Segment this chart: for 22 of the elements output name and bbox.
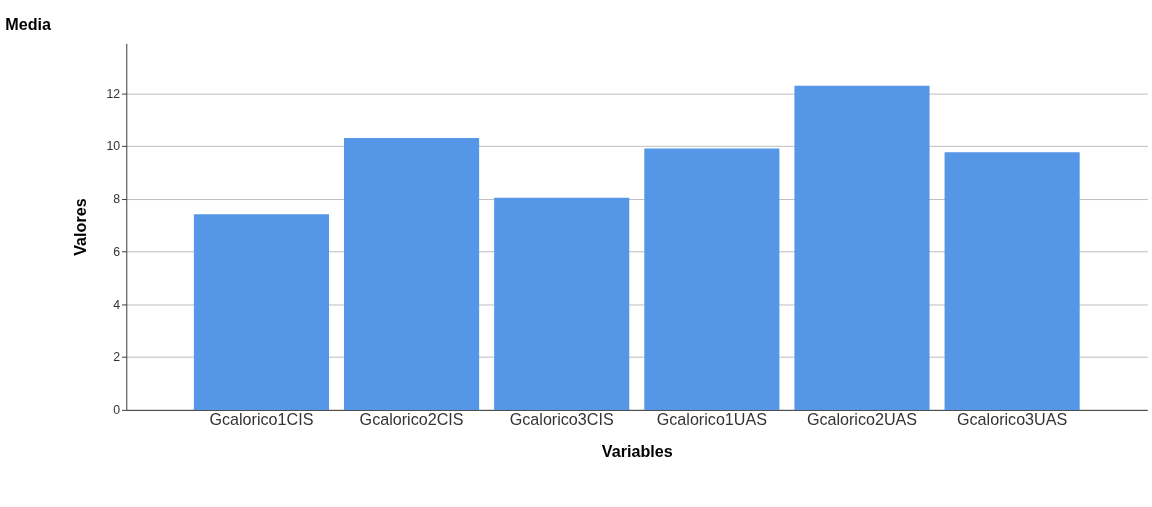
x-tick-label: Gcalorico2UAS bbox=[806, 409, 918, 428]
x-tick-label: Gcalorico1CIS bbox=[209, 409, 314, 428]
bar bbox=[193, 214, 329, 410]
bar bbox=[494, 197, 630, 410]
x-axis-title: Variables bbox=[601, 441, 673, 460]
y-tick-label: 12 bbox=[106, 86, 121, 101]
y-tick-label: 0 bbox=[113, 403, 121, 418]
x-tick-label: Gcalorico3CIS bbox=[509, 409, 614, 428]
bar bbox=[944, 152, 1080, 410]
y-tick-label: 8 bbox=[113, 192, 121, 207]
bar bbox=[344, 137, 480, 410]
bar bbox=[644, 148, 780, 410]
y-tick-label: 2 bbox=[113, 350, 121, 365]
bar bbox=[794, 85, 930, 410]
y-tick-label: 4 bbox=[113, 297, 121, 312]
y-tick-label: 10 bbox=[106, 139, 121, 154]
x-tick-label: Gcalorico1UAS bbox=[656, 409, 768, 428]
x-tick-label: Gcalorico3UAS bbox=[957, 409, 1068, 428]
y-axis-title: Valores bbox=[70, 198, 89, 256]
chart-title: Media bbox=[5, 15, 52, 34]
y-tick-label: 6 bbox=[113, 244, 121, 259]
x-tick-label: Gcalorico2CIS bbox=[359, 409, 464, 428]
